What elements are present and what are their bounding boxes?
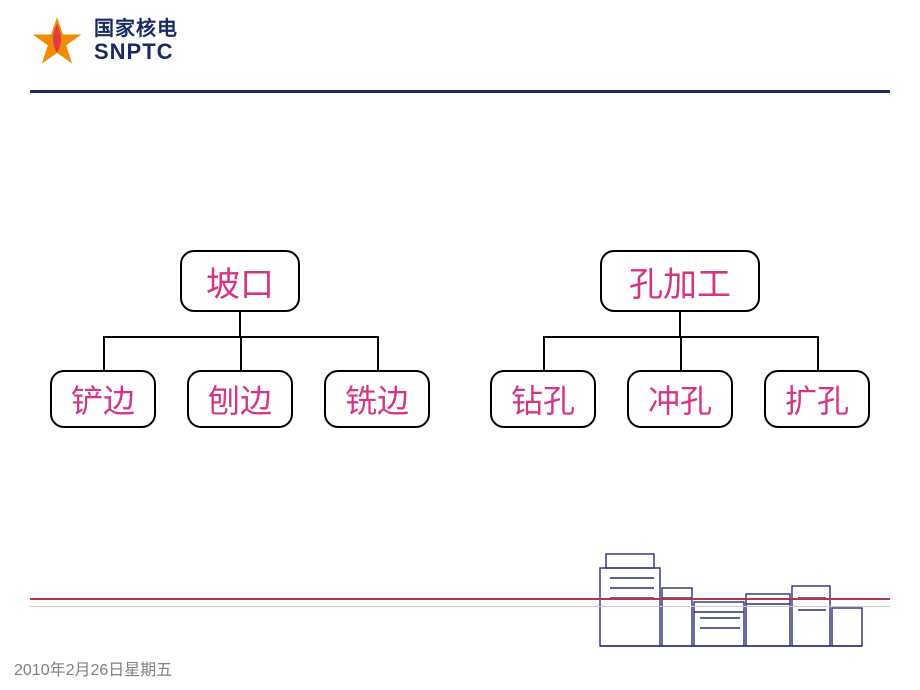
snptc-star-icon [30, 14, 84, 68]
tree-hole-parent: 孔加工 [600, 250, 760, 312]
tree-hole-child: 钻孔 [490, 370, 596, 428]
connector-drop [103, 336, 105, 370]
connector-drop [817, 336, 819, 370]
diagram-area: 坡口 铲边 刨边 铣边 孔加工 钻孔 冲孔 扩孔 [0, 250, 920, 480]
tree-bevel-parent: 坡口 [180, 250, 300, 312]
tree-hole-child: 冲孔 [627, 370, 733, 428]
tree-bevel-child: 铣边 [324, 370, 430, 428]
header-divider [30, 90, 890, 93]
footer-date: 2010年2月26日星期五 [14, 656, 172, 680]
logo-text-cn: 国家核电 [94, 18, 178, 40]
footer-light-rule [30, 606, 890, 607]
connector-drop [680, 336, 682, 370]
node-label: 钻孔 [511, 376, 575, 422]
node-label: 铣边 [345, 376, 409, 422]
node-label: 扩孔 [785, 376, 849, 422]
node-label: 铲边 [71, 376, 135, 422]
footer-accent-rule [30, 598, 890, 600]
nuclear-plant-icon [590, 528, 870, 648]
tree-bevel-child: 铲边 [50, 370, 156, 428]
node-label: 孔加工 [629, 257, 731, 306]
node-label: 刨边 [208, 376, 272, 422]
tree-bevel-child: 刨边 [187, 370, 293, 428]
logo-text: 国家核电 SNPTC [94, 18, 178, 64]
tree-hole-child: 扩孔 [764, 370, 870, 428]
connector-stem [239, 312, 241, 336]
logo-text-en: SNPTC [94, 40, 178, 64]
connector-stem [679, 312, 681, 336]
node-label: 坡口 [206, 257, 274, 306]
connector-drop [377, 336, 379, 370]
logo: 国家核电 SNPTC [30, 14, 178, 68]
slide-header: 国家核电 SNPTC [0, 0, 920, 96]
connector-drop [240, 336, 242, 370]
connector-drop [543, 336, 545, 370]
node-label: 冲孔 [648, 376, 712, 422]
